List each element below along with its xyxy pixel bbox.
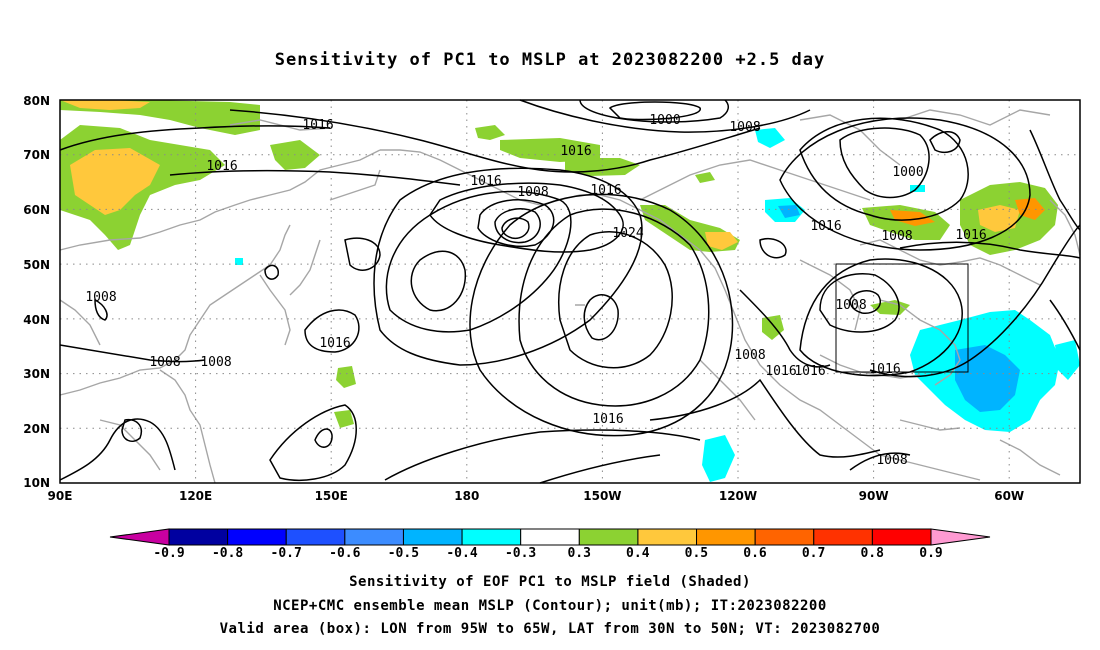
lat-label: 50N — [23, 258, 50, 272]
coastlines — [59, 109, 1081, 484]
colorbar: -0.9 -0.8 -0.7 -0.6 -0.5 -0.4 -0.3 0.3 0… — [109, 528, 991, 561]
map-title: Sensitivity of PC1 to MSLP at 2023082200… — [274, 50, 826, 70]
contour-label: 1008 — [149, 355, 180, 370]
colorbar-cell — [813, 528, 873, 546]
contour-label: 1000 — [649, 113, 680, 128]
colorbar-label: 0.6 — [743, 546, 767, 561]
contour-label: 1016 — [955, 228, 986, 243]
colorbar-cell — [754, 528, 815, 546]
lon-label: 60W — [994, 489, 1024, 503]
contour-label: 1008 — [85, 290, 116, 305]
latitude-labels: 80N 70N 60N 50N 40N 30N 20N 10N — [23, 94, 50, 490]
colorbar-cell — [285, 528, 346, 546]
colorbar-label: -0.5 — [388, 546, 419, 561]
mslp-contours — [59, 99, 1081, 484]
contour-label: 1016 — [592, 412, 623, 427]
lon-label: 180 — [454, 489, 479, 503]
map-panel: 1016 1016 1016 1016 1000 1008 1016 1008 … — [59, 99, 1081, 484]
colorbar-cell — [578, 528, 639, 546]
lon-label: 120W — [719, 489, 757, 503]
colorbar-cell — [461, 528, 522, 546]
colorbar-label: 0.5 — [685, 546, 708, 561]
colorbar-cell — [168, 528, 229, 546]
contour-label: 1016 — [590, 183, 621, 198]
colorbar-label: -0.6 — [329, 546, 360, 561]
colorbar-cell — [402, 528, 463, 546]
lon-label: 90W — [859, 489, 889, 503]
lat-label: 10N — [23, 476, 50, 490]
colorbar-label: -0.8 — [212, 546, 243, 561]
colorbar-cell — [520, 528, 580, 546]
colorbar-left-tip — [109, 528, 170, 546]
contour-label: 1000 — [892, 165, 923, 180]
contour-label: 1016 — [560, 144, 591, 159]
colorbar-cell — [696, 528, 756, 546]
colorbar-label: -0.3 — [505, 546, 536, 561]
sensitivity-shading — [60, 100, 1080, 482]
contour-label: 1008 — [729, 120, 760, 135]
map-grid — [60, 100, 1080, 483]
contour-label: 1008 — [876, 453, 907, 468]
contour-label: 1024 — [612, 226, 643, 241]
lat-label: 80N — [23, 94, 50, 108]
colorbar-label: -0.4 — [446, 546, 477, 561]
lon-label: 150E — [315, 489, 348, 503]
colorbar-right-tip — [930, 528, 991, 546]
contour-label: 1016 — [869, 362, 900, 377]
contour-label: 1008 — [200, 355, 231, 370]
lat-label: 70N — [23, 148, 50, 162]
caption-line-3: Valid area (box): LON from 95W to 65W, L… — [219, 621, 881, 637]
contour-label: 1016 — [319, 336, 350, 351]
colorbar-label: -0.7 — [271, 546, 302, 561]
valid-area-box — [835, 263, 969, 373]
colorbar-cell — [227, 528, 287, 546]
contour-label: 1016 — [794, 364, 825, 379]
contour-label-group: 1016 1016 1016 1016 1000 1008 1016 1008 … — [85, 113, 986, 468]
lon-label: 150W — [583, 489, 621, 503]
colorbar-cell — [344, 528, 404, 546]
contour-label: 1008 — [734, 348, 765, 363]
colorbar-label: 0.8 — [860, 546, 884, 561]
colorbar-label: 0.3 — [567, 546, 590, 561]
caption-line-2: NCEP+CMC ensemble mean MSLP (Contour); u… — [273, 598, 827, 614]
contour-label: 1008 — [881, 229, 912, 244]
colorbar-label: -0.9 — [153, 546, 184, 561]
lat-label: 30N — [23, 367, 50, 381]
colorbar-cell — [637, 528, 698, 546]
colorbar-cell — [871, 528, 932, 546]
lon-label: 120E — [179, 489, 212, 503]
caption-line-1: Sensitivity of EOF PC1 to MSLP field (Sh… — [349, 574, 751, 590]
colorbar-label: 0.7 — [802, 546, 825, 561]
contour-label: 1016 — [470, 174, 501, 189]
contour-label: 1016 — [765, 364, 796, 379]
colorbar-label: 0.9 — [919, 546, 942, 561]
lat-label: 40N — [23, 313, 50, 327]
contour-label: 1008 — [835, 298, 866, 313]
lon-label: 90E — [48, 489, 73, 503]
contour-label: 1016 — [206, 159, 237, 174]
lat-label: 60N — [23, 203, 50, 217]
contour-label: 1016 — [302, 118, 333, 133]
contour-label: 1016 — [810, 219, 841, 234]
longitude-labels: 90E 120E 150E 180 150W 120W 90W 60W — [48, 489, 1025, 503]
colorbar-label: 0.4 — [626, 546, 650, 561]
lat-label: 20N — [23, 422, 50, 436]
contour-label: 1008 — [517, 185, 548, 200]
